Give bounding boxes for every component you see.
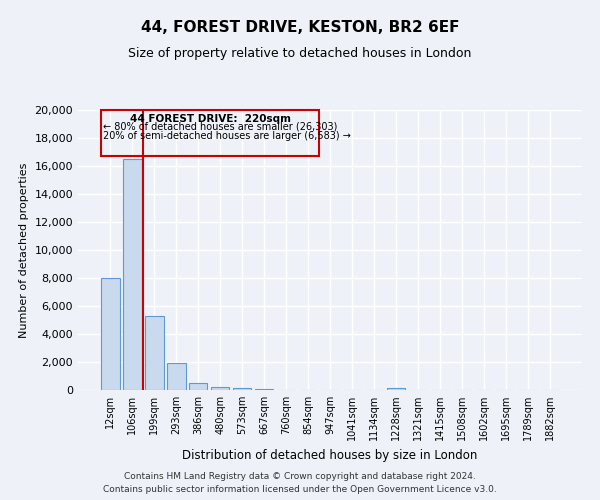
Text: Contains public sector information licensed under the Open Government Licence v3: Contains public sector information licen… xyxy=(103,485,497,494)
Bar xyxy=(233,388,251,390)
Bar xyxy=(101,278,119,390)
Bar xyxy=(123,159,142,390)
X-axis label: Distribution of detached houses by size in London: Distribution of detached houses by size … xyxy=(182,448,478,462)
Bar xyxy=(167,364,185,390)
Bar xyxy=(211,387,229,390)
Text: ← 80% of detached houses are smaller (26,303): ← 80% of detached houses are smaller (26… xyxy=(103,121,338,131)
Bar xyxy=(386,388,405,390)
Bar xyxy=(189,383,208,390)
Bar xyxy=(145,316,164,390)
Text: Contains HM Land Registry data © Crown copyright and database right 2024.: Contains HM Land Registry data © Crown c… xyxy=(124,472,476,481)
Y-axis label: Number of detached properties: Number of detached properties xyxy=(19,162,29,338)
Text: Size of property relative to detached houses in London: Size of property relative to detached ho… xyxy=(128,48,472,60)
Bar xyxy=(101,110,319,156)
Text: 20% of semi-detached houses are larger (6,583) →: 20% of semi-detached houses are larger (… xyxy=(103,131,351,141)
Text: 44 FOREST DRIVE:  220sqm: 44 FOREST DRIVE: 220sqm xyxy=(130,114,290,124)
Text: 44, FOREST DRIVE, KESTON, BR2 6EF: 44, FOREST DRIVE, KESTON, BR2 6EF xyxy=(141,20,459,35)
